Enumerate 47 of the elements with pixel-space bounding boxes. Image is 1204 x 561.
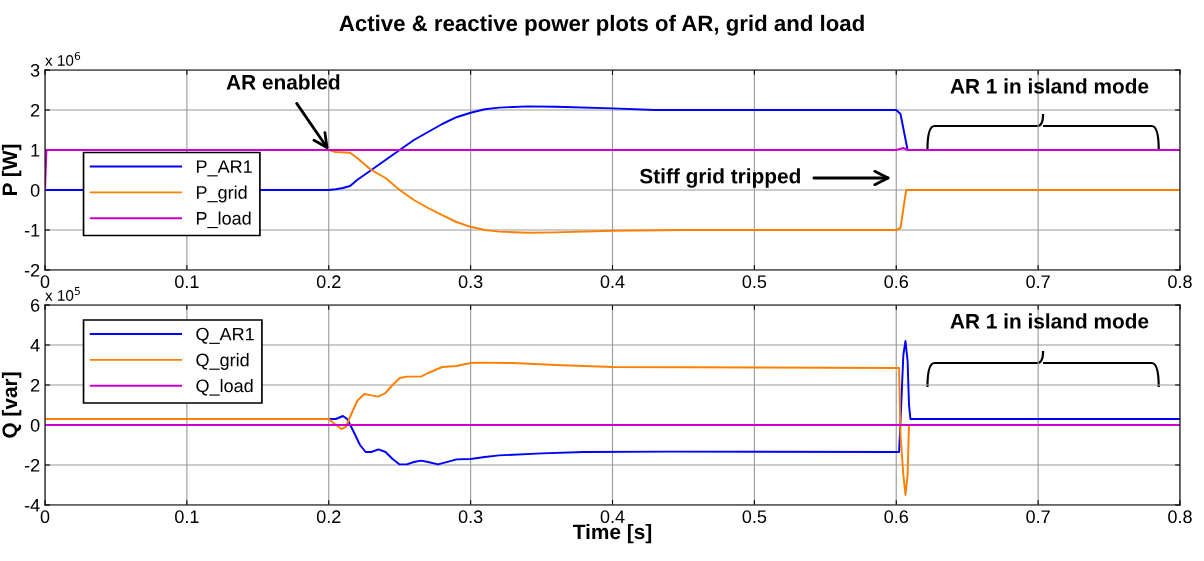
y-tick-label: 3	[30, 63, 40, 77]
x-tick-label: 0.7	[1026, 275, 1050, 289]
x-tick-label: 0.7	[1026, 510, 1050, 524]
legend-label: Q_AR1	[196, 327, 254, 344]
y-axis-title: Q [var]	[1, 372, 22, 438]
y-tick-label: 0	[30, 418, 40, 432]
x-tick-label: 0	[40, 275, 50, 289]
legend-label: P_AR1	[196, 160, 252, 177]
x-tick-label: 0.3	[458, 275, 483, 289]
x-tick-label: 0.6	[884, 275, 909, 289]
x-tick-label: 0.2	[316, 275, 341, 289]
y-tick-label: 2	[31, 378, 40, 392]
x-tick-label: 0.5	[742, 275, 767, 289]
y-tick-label: -4	[24, 499, 40, 512]
annotation: AR 1 in island mode	[950, 78, 1149, 94]
y-tick-label: 6	[31, 298, 40, 312]
x-tick-label: 0.3	[458, 510, 483, 524]
text: x 10$^{5}$	[45, 287, 80, 301]
x-axis-title: Time [s]	[572, 523, 652, 544]
annotation: Stiff grid tripped	[639, 168, 800, 188]
y-tick-label: 4	[30, 339, 40, 352]
y-axis-title: P [W]	[1, 144, 22, 196]
legend-label: Q_grid	[196, 353, 249, 370]
annotation: AR enabled	[226, 74, 340, 90]
legend-label: P_grid	[196, 185, 247, 203]
x-tick-label: 0.8	[1168, 510, 1192, 524]
x-tick-label: 0.4	[600, 510, 625, 524]
text: x 10$^{6}$	[45, 51, 81, 66]
x-tick-label: 0.4	[600, 275, 625, 289]
annotation: AR 1 in island mode	[950, 313, 1149, 329]
x-tick-label: 0.8	[1168, 275, 1192, 289]
legend-label: P_load	[196, 211, 251, 229]
line-series	[327, 340, 1180, 466]
x-tick-label: 0	[40, 510, 50, 524]
y-tick-label: -2	[24, 458, 40, 472]
y-tick-label: -2	[24, 263, 40, 277]
x-tick-label: 0.6	[884, 510, 909, 524]
x-tick-label: 0.1	[175, 275, 199, 289]
y-tick-label: 0	[30, 183, 40, 197]
y-tick-label: 2	[31, 103, 40, 117]
x-tick-label: 0.2	[316, 510, 341, 524]
x-tick-label: 0.1	[175, 510, 199, 524]
x-tick-label: 0.5	[742, 510, 767, 524]
y-tick-label: 1	[31, 144, 40, 157]
legend-label: Q_load	[196, 378, 253, 396]
y-tick-label: -1	[24, 224, 40, 237]
chart-title: Active & reactive power plots of AR, grid and load	[339, 14, 864, 36]
